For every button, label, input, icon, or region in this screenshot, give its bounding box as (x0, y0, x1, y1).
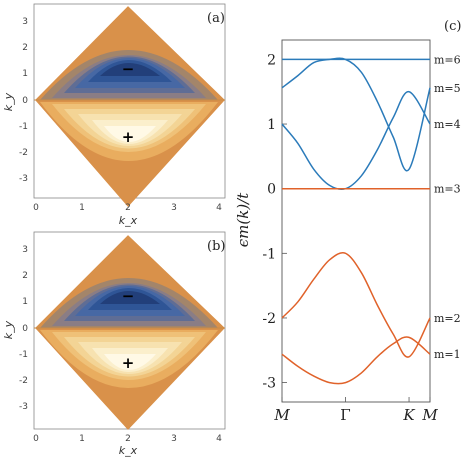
plus-annotation-a: + (122, 128, 135, 146)
y-tick-label: 0 (22, 324, 28, 334)
x-tick-label: K (402, 406, 415, 424)
x-tick-label: 2 (125, 203, 131, 213)
y-tick-label: 3 (22, 17, 28, 27)
heatmap-a (35, 6, 225, 207)
band-label-m2: m=2 (434, 312, 461, 325)
y-tick-label: -1 (19, 122, 28, 132)
y-tick-label: 2 (22, 43, 28, 53)
x-tick-label: 3 (171, 434, 177, 444)
y-tick-label: -3 (19, 174, 28, 184)
x-ticks-b: 0 1 2 3 4 (33, 434, 222, 444)
plot-frame-c (281, 39, 431, 403)
x-tick-label: 1 (79, 203, 85, 213)
panel-label-c: (c) (444, 19, 461, 34)
minus-annotation-b: − (122, 287, 135, 305)
x-tick-label: 4 (216, 434, 222, 444)
band-label-m6: m=6 (434, 53, 461, 66)
y-tick-label: 1 (267, 117, 276, 133)
band-series (281, 57, 431, 385)
y-ticks-c: 2 1 0 -1 -2 -3 (262, 52, 287, 392)
y-tick-label: 3 (22, 245, 28, 255)
y-tick-label: -2 (19, 376, 28, 386)
y-tick-label: 2 (267, 52, 276, 68)
minus-annotation-a: − (122, 60, 135, 78)
heatmap-b (35, 235, 225, 430)
band-line-m1 (281, 336, 431, 385)
y-axis-label-c: ϵm(k)/t (234, 192, 252, 247)
y-tick-label: 0 (267, 182, 276, 198)
y-axis-label-a: k_y (2, 92, 15, 111)
y-ticks-a: 3 2 1 0 -1 -2 -3 (19, 17, 28, 184)
y-tick-label: 1 (22, 297, 28, 307)
band-label-m3: m=3 (434, 183, 461, 196)
x-tick-label: 0 (33, 434, 39, 444)
y-tick-label: 1 (22, 69, 28, 79)
x-tick-label: M (421, 406, 438, 424)
band-label-m5: m=5 (434, 82, 461, 95)
band-line-m2 (281, 252, 431, 358)
panel-label-b: (b) (207, 239, 225, 254)
y-tick-label: 2 (22, 271, 28, 281)
panel-a: − + (a) 0 1 2 3 4 3 2 1 0 -1 -2 -3 k_x k… (2, 3, 226, 227)
x-tick-label: 3 (171, 203, 177, 213)
y-tick-label: -2 (19, 148, 28, 158)
band-labels: m=6 m=5 m=4 m=3 m=2 m=1 (434, 53, 461, 361)
band-line-m5 (281, 57, 431, 172)
band-label-m1: m=1 (434, 348, 461, 361)
y-ticks-b: 3 2 1 0 -1 -2 -3 (19, 245, 28, 412)
x-tick-label: Γ (340, 406, 350, 424)
y-tick-label: 0 (22, 96, 28, 106)
y-tick-label: -3 (262, 376, 276, 392)
x-axis-label-a: k_x (119, 214, 138, 227)
plus-annotation-b: + (122, 354, 135, 372)
band-label-m4: m=4 (434, 118, 461, 131)
y-tick-label: -1 (262, 246, 276, 262)
band-line-m4 (281, 90, 431, 191)
x-tick-label: 1 (79, 434, 85, 444)
y-axis-label-b: k_y (2, 320, 15, 339)
x-axis-label-b: k_x (119, 444, 138, 457)
x-ticks-a: 0 1 2 3 4 (33, 203, 222, 213)
panel-label-a: (a) (207, 11, 225, 26)
y-tick-label: -3 (19, 402, 28, 412)
x-tick-label: 2 (125, 434, 131, 444)
panel-b: − + (b) 0 1 2 3 4 3 2 1 0 -1 -2 -3 k_x k… (2, 231, 225, 457)
y-tick-label: -1 (19, 350, 28, 360)
x-tick-label: M (273, 406, 290, 424)
x-tick-label: 0 (33, 203, 39, 213)
x-tick-label: 4 (216, 203, 222, 213)
y-tick-label: -2 (262, 311, 276, 327)
